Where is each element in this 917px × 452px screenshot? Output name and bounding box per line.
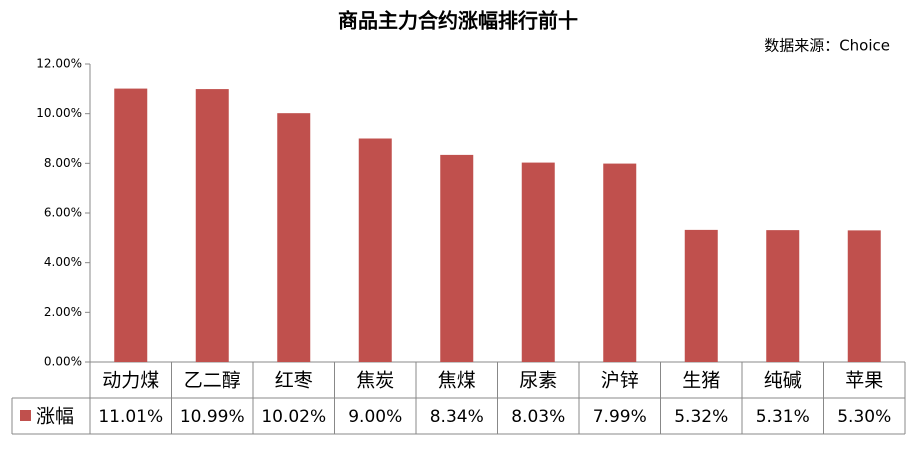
x-tick-label: 尿素	[519, 370, 557, 392]
data-label: 5.30%	[837, 407, 891, 427]
y-tick-label: 2.00%	[44, 305, 82, 319]
y-tick-label: 12.00%	[36, 57, 82, 71]
legend-label: 涨幅	[36, 406, 74, 428]
y-tick-label: 6.00%	[44, 206, 82, 220]
bar	[603, 163, 637, 362]
data-label: 5.32%	[674, 407, 728, 427]
bar	[766, 230, 800, 362]
x-tick-label: 苹果	[845, 370, 883, 392]
x-tick-label: 生猪	[682, 370, 720, 392]
source-note: 数据来源：Choice	[764, 37, 890, 55]
bar	[277, 113, 311, 362]
bar	[521, 162, 555, 362]
data-label: 10.02%	[261, 407, 326, 427]
x-tick-label: 焦炭	[356, 370, 394, 392]
x-tick-label: 动力煤	[102, 370, 159, 392]
data-label: 9.00%	[348, 407, 402, 427]
data-label: 11.01%	[98, 407, 163, 427]
y-tick-label: 10.00%	[36, 106, 82, 120]
bar	[440, 154, 474, 362]
bar	[684, 229, 718, 362]
data-label: 8.03%	[511, 407, 565, 427]
bar	[114, 88, 148, 363]
y-tick-label: 8.00%	[44, 156, 82, 170]
data-label: 10.99%	[180, 407, 245, 427]
x-tick-label: 红枣	[275, 370, 313, 392]
chart-title: 商品主力合约涨幅排行前十	[338, 9, 578, 33]
bar	[847, 230, 881, 362]
data-label: 8.34%	[430, 407, 484, 427]
data-label: 5.31%	[756, 407, 810, 427]
legend-swatch	[20, 410, 31, 421]
y-tick-label: 0.00%	[44, 355, 82, 369]
data-label: 7.99%	[593, 407, 647, 427]
x-tick-label: 纯碱	[764, 370, 802, 392]
x-tick-label: 焦煤	[438, 370, 476, 392]
bar	[358, 138, 392, 362]
bar	[195, 89, 229, 362]
x-tick-label: 沪锌	[601, 370, 639, 392]
y-tick-label: 4.00%	[44, 255, 82, 269]
x-tick-label: 乙二醇	[184, 370, 241, 392]
